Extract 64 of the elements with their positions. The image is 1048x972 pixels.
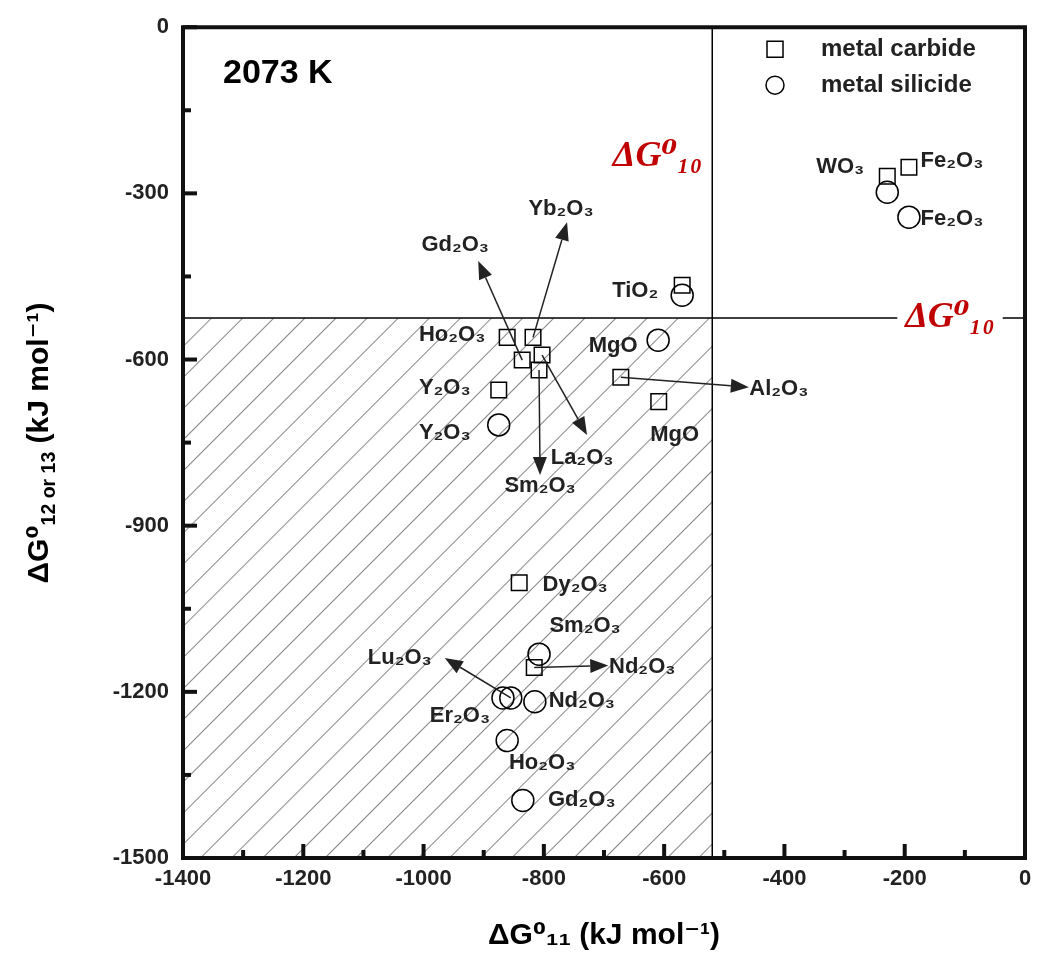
ref-line-label: ΔG⁰₁₀ (610, 134, 703, 175)
annotation: Gd₂O₃ (547, 786, 616, 812)
point (900, 158, 918, 176)
point (525, 658, 543, 676)
x-tick-label: 0 (1018, 865, 1032, 891)
annotation: Al₂O₃ (749, 375, 809, 401)
x-tick-label: -800 (521, 865, 566, 891)
point (897, 205, 921, 229)
annotation: Fe₂O₃ (920, 147, 984, 173)
point (523, 690, 547, 714)
y-tick-label: -900 (124, 511, 169, 537)
annotation: Ho₂O₃ (508, 748, 576, 774)
annotation: 2073 K (223, 51, 334, 90)
point (878, 167, 896, 185)
annotation: Yb₂O₃ (528, 195, 594, 221)
point (530, 361, 548, 379)
y-tick-label: -1200 (112, 677, 169, 703)
annotation: MgO (588, 332, 638, 358)
legend-label: metal carbide (821, 33, 976, 61)
annotation: Lu₂O₃ (367, 644, 432, 669)
x-tick-label: -1000 (395, 865, 452, 891)
ref-line-label: ΔG⁰₁₀ (903, 295, 995, 336)
point (511, 788, 535, 813)
point (513, 351, 531, 369)
annotation: Nd₂O₃ (609, 652, 676, 678)
point (498, 328, 516, 346)
x-tick-label: -400 (762, 865, 807, 891)
annotation: Fe₂O₃ (920, 205, 984, 231)
point (510, 574, 528, 592)
annotation: WO₃ (816, 153, 865, 179)
x-axis-title: ΔG⁰₁₁ (kJ mol⁻¹) (488, 916, 721, 951)
point (527, 642, 551, 666)
y-tick-label: 0 (156, 13, 169, 39)
annotation: Dy₂O₃ (542, 570, 608, 596)
annotation: Gd₂O₃ (421, 231, 490, 257)
annotation: Er₂O₃ (429, 702, 491, 727)
annotation: La₂O₃ (550, 444, 614, 470)
point (646, 328, 670, 352)
point (490, 381, 508, 399)
legend-label: metal silicide (821, 69, 972, 97)
annotation: Y₂O₃ (418, 418, 471, 444)
point (491, 686, 515, 710)
y-tick-label: -300 (124, 179, 169, 205)
point (875, 180, 900, 204)
x-tick-label: -1200 (275, 865, 332, 891)
annotation: Nd₂O₃ (548, 686, 616, 712)
annotation: TiO₂ (612, 277, 659, 303)
x-tick-label: -200 (882, 865, 927, 891)
point (670, 283, 694, 308)
point (495, 728, 519, 753)
annotation: MgO (650, 420, 700, 446)
y-tick-label: -600 (124, 345, 169, 371)
point (499, 686, 523, 710)
annotation: Sm₂O₃ (504, 472, 576, 498)
point (533, 346, 551, 364)
point (612, 368, 630, 386)
point (673, 276, 691, 294)
annotation: Ho₂O₃ (418, 321, 486, 347)
x-tick-label: -600 (642, 865, 687, 891)
point (524, 328, 542, 346)
annotation: Y₂O₃ (418, 374, 471, 400)
point (487, 413, 511, 437)
annotation: Sm₂O₃ (549, 612, 621, 638)
point (650, 393, 668, 411)
